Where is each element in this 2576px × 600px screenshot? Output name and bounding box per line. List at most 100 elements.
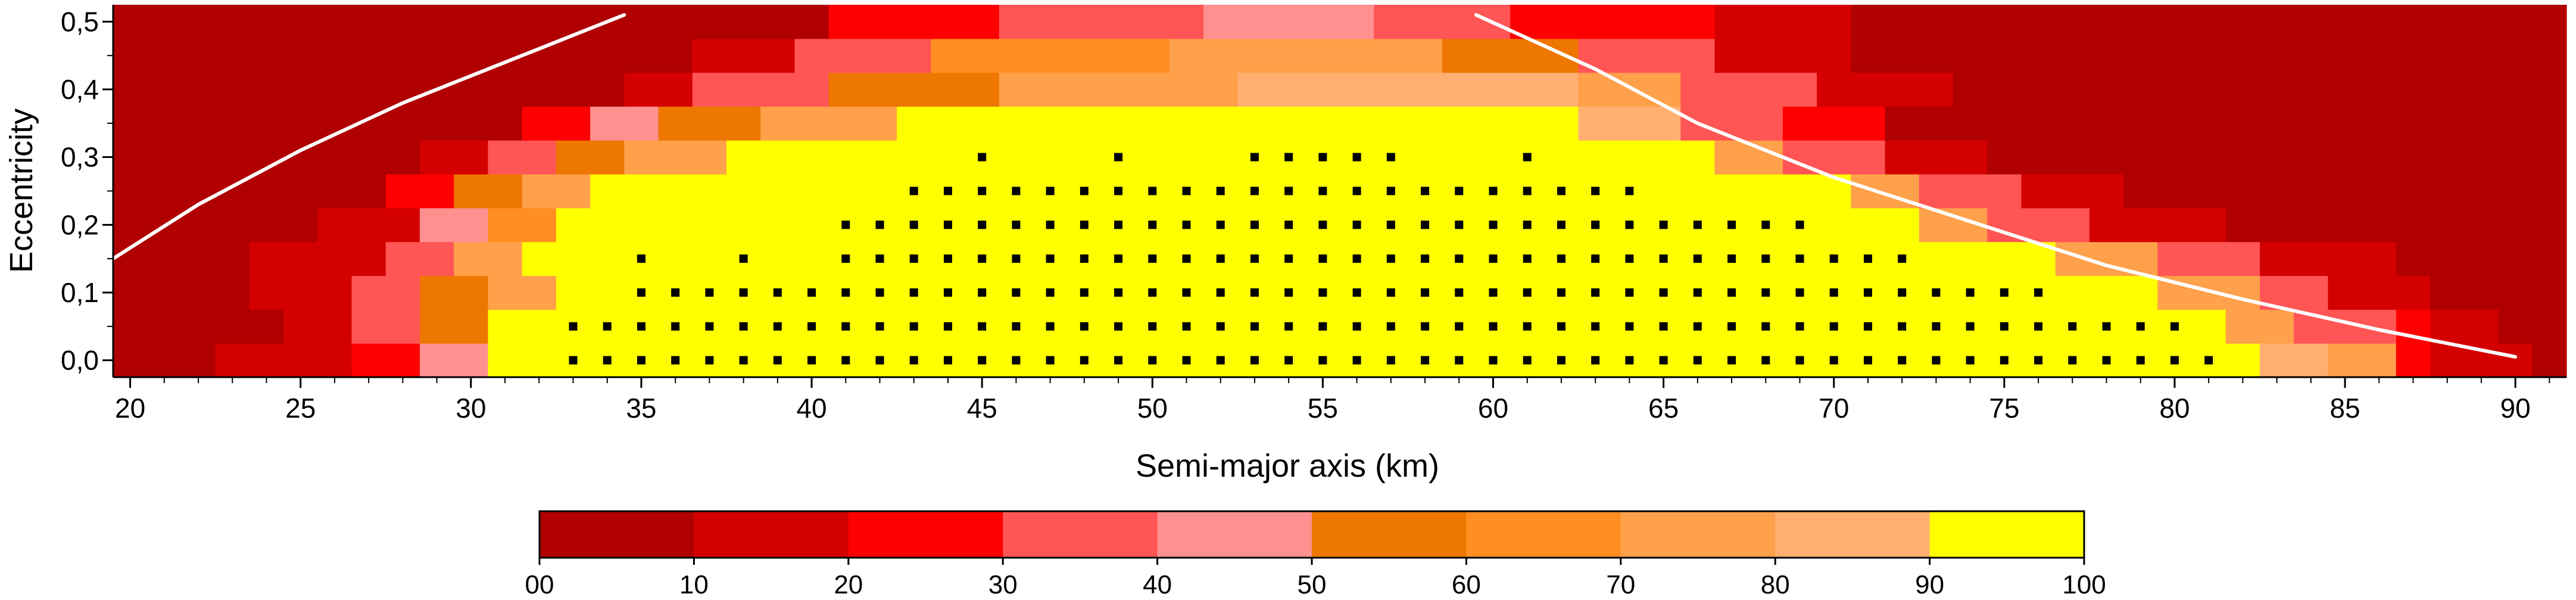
colorbar-tick-label: 50 [1298, 570, 1327, 597]
marker-point [2034, 288, 2043, 297]
marker-point [1182, 288, 1191, 297]
heatmap-cell [351, 343, 420, 378]
heatmap-cell [1510, 5, 1716, 39]
marker-point [1625, 322, 1634, 331]
heatmap-cell [1714, 140, 1783, 175]
marker-point [1523, 153, 1532, 161]
heatmap-cell [113, 72, 625, 107]
heatmap-cell [113, 207, 318, 243]
marker-point [1318, 356, 1327, 365]
marker-point [1352, 322, 1361, 331]
stability-markers [569, 153, 2213, 365]
heatmap-cell [760, 106, 897, 141]
heatmap-cell [317, 207, 420, 243]
y-tick-label: 0,1 [61, 277, 99, 308]
x-axis-label: Semi-major axis (km) [1136, 448, 1439, 484]
marker-point [1727, 288, 1736, 297]
heatmap-cell [113, 5, 829, 39]
marker-point [1489, 288, 1498, 297]
heatmap-cell [215, 343, 353, 378]
marker-point [1455, 356, 1464, 365]
marker-point [1523, 220, 1532, 229]
heatmap-cell [249, 241, 386, 276]
marker-point [1012, 322, 1021, 331]
marker-point [1148, 322, 1157, 331]
heatmap-cell [2055, 241, 2158, 276]
heatmap-cell [2260, 241, 2397, 276]
heatmap-cell [385, 174, 454, 209]
marker-point [637, 356, 645, 365]
marker-point [1352, 288, 1361, 297]
marker-point [739, 288, 748, 297]
marker-point [1761, 356, 1770, 365]
marker-point [1386, 322, 1395, 331]
heatmap-cell [351, 275, 420, 310]
marker-point [1114, 220, 1123, 229]
marker-point [1829, 356, 1838, 365]
heatmap-cell [794, 38, 931, 73]
marker-point [1386, 288, 1395, 297]
heatmap-cell [1169, 38, 1443, 73]
marker-point [1250, 322, 1259, 331]
marker-point [1250, 356, 1259, 365]
heatmap-cell [420, 207, 489, 243]
heatmap-cell [454, 241, 523, 276]
heatmap-cell [1953, 72, 2567, 107]
heatmap-cell [828, 72, 1000, 107]
marker-point [1455, 220, 1464, 229]
marker-point [1761, 220, 1770, 229]
marker-point [1659, 356, 1668, 365]
marker-point [1523, 254, 1532, 263]
marker-point [1693, 356, 1702, 365]
colorbar-swatch [848, 511, 1003, 558]
colorbar-swatch [539, 511, 694, 558]
marker-point [1216, 288, 1225, 297]
marker-point [1250, 288, 1259, 297]
colorbar-swatch [1620, 511, 1776, 558]
marker-point [1625, 186, 1634, 195]
x-tick-label: 75 [1989, 393, 2019, 424]
marker-point [1863, 356, 1872, 365]
x-tick-label: 70 [1819, 393, 1849, 424]
x-tick-label: 65 [1648, 393, 1679, 424]
marker-point [1625, 356, 1634, 365]
marker-point [1216, 186, 1225, 195]
marker-point [1523, 288, 1532, 297]
heatmap-cell [999, 72, 1238, 107]
heatmap-cell [385, 241, 454, 276]
marker-point [1727, 356, 1736, 365]
marker-point [978, 322, 987, 331]
heatmap-cell [420, 343, 489, 378]
marker-point [1284, 220, 1293, 229]
heatmap-cell [113, 343, 216, 378]
marker-point [1761, 288, 1770, 297]
marker-point [1182, 356, 1191, 365]
marker-point [1591, 254, 1600, 263]
marker-point [1591, 322, 1600, 331]
marker-point [569, 322, 578, 331]
marker-point [2102, 356, 2111, 365]
marker-point [1795, 220, 1804, 229]
marker-point [2000, 288, 2009, 297]
marker-point [1693, 322, 1702, 331]
marker-point [1625, 288, 1634, 297]
marker-point [1012, 288, 1021, 297]
marker-point [1352, 153, 1361, 161]
marker-point [2136, 322, 2145, 331]
marker-point [569, 356, 578, 365]
colorbar-tick-label: 00 [525, 570, 554, 597]
marker-point [1114, 322, 1123, 331]
marker-point [1829, 322, 1838, 331]
x-tick-label: 30 [456, 393, 486, 424]
marker-point [1761, 254, 1770, 263]
heatmap-cell [420, 140, 489, 175]
heatmap-cell [1714, 38, 1851, 73]
heatmap-cell [2328, 343, 2397, 378]
marker-point [841, 220, 850, 229]
colorbar-swatch [1003, 511, 1158, 558]
marker-point [1421, 186, 1430, 195]
marker-point [1591, 220, 1600, 229]
heatmap-cell [1919, 174, 2022, 209]
y-tick-label: 0,5 [61, 6, 99, 37]
marker-point [1148, 254, 1157, 263]
